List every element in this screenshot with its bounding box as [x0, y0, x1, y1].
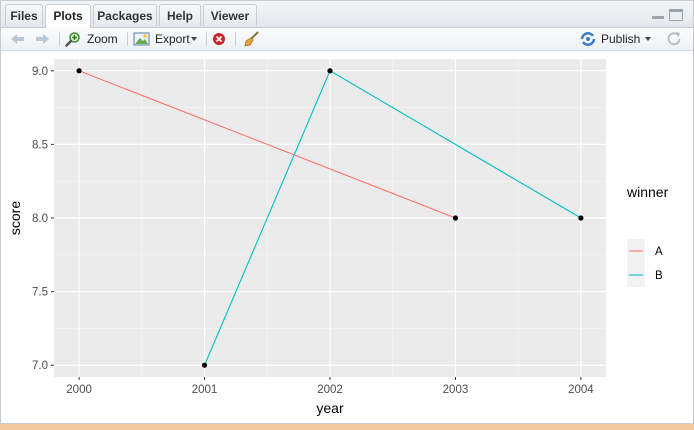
y-axis: 7.0 7.5 8.0 8.5 9.0	[32, 66, 54, 372]
pane-window-controls	[651, 9, 685, 23]
legend-title: winner	[626, 184, 669, 200]
export-label: Export	[155, 32, 190, 46]
x-tick-label: 2002	[317, 384, 343, 396]
export-button[interactable]: Export	[133, 30, 203, 48]
toolbar-separator	[235, 32, 236, 46]
publish-label: Publish	[601, 32, 641, 46]
y-tick-label: 8.0	[32, 213, 48, 225]
zoom-label: Zoom	[87, 32, 118, 46]
data-point-B	[327, 68, 333, 74]
arrow-left-icon[interactable]	[9, 30, 27, 48]
arrow-right-icon[interactable]	[33, 30, 51, 48]
data-point-B	[578, 215, 584, 221]
x-tick-label: 2003	[443, 384, 469, 396]
x-axis-title: year	[316, 400, 344, 416]
legend-label-A: A	[655, 246, 663, 258]
magnifier-icon	[65, 32, 80, 47]
plots-toolbar: Zoom Export	[1, 28, 693, 51]
minimize-icon[interactable]	[651, 9, 665, 21]
tab-bar: Files Plots Packages Help Viewer	[1, 1, 693, 28]
x-tick-label: 2004	[568, 384, 594, 396]
refresh-icon[interactable]	[665, 30, 683, 48]
bottom-border-strip	[0, 424, 694, 430]
remove-plot-icon[interactable]	[211, 30, 227, 48]
toolbar-separator	[206, 32, 207, 46]
x-tick-label: 2000	[66, 384, 92, 396]
tab-viewer[interactable]: Viewer	[203, 4, 257, 26]
toolbar-separator	[59, 32, 60, 46]
broom-icon[interactable]	[243, 30, 261, 48]
image-export-icon	[133, 32, 150, 46]
y-tick-label: 7.0	[32, 360, 48, 372]
series-line-A	[78, 70, 456, 219]
publish-button[interactable]: Publish	[579, 30, 655, 48]
data-point-A	[452, 215, 459, 221]
toolbar-separator	[127, 32, 128, 46]
legend: winner AB	[626, 184, 669, 287]
zoom-button[interactable]: Zoom	[65, 30, 121, 48]
y-tick-label: 7.5	[32, 287, 48, 299]
series-points	[76, 68, 584, 368]
tab-help[interactable]: Help	[159, 4, 201, 26]
x-tick-label: 2001	[192, 384, 218, 396]
y-tick-label: 8.5	[32, 139, 48, 151]
legend-label-B: B	[655, 270, 663, 282]
line-chart: 7.0 7.5 8.0 8.5 9.0 2000 2001 2002 2003 2004 yea…	[7, 59, 669, 416]
tab-plots[interactable]: Plots	[45, 4, 91, 28]
chevron-down-icon	[645, 37, 651, 41]
tab-files[interactable]: Files	[5, 4, 43, 26]
chevron-down-icon	[191, 37, 197, 41]
data-point-B	[201, 362, 208, 368]
maximize-icon[interactable]	[669, 9, 683, 21]
y-tick-label: 9.0	[32, 66, 48, 78]
plot-area: 7.0 7.5 8.0 8.5 9.0 2000 2001 2002 2003 2004 yea…	[1, 51, 693, 423]
y-axis-title: score	[7, 201, 23, 235]
data-point-A	[76, 68, 82, 74]
x-axis: 2000 2001 2002 2003 2004	[66, 377, 594, 396]
publish-icon	[580, 32, 596, 46]
tab-packages[interactable]: Packages	[93, 4, 157, 26]
